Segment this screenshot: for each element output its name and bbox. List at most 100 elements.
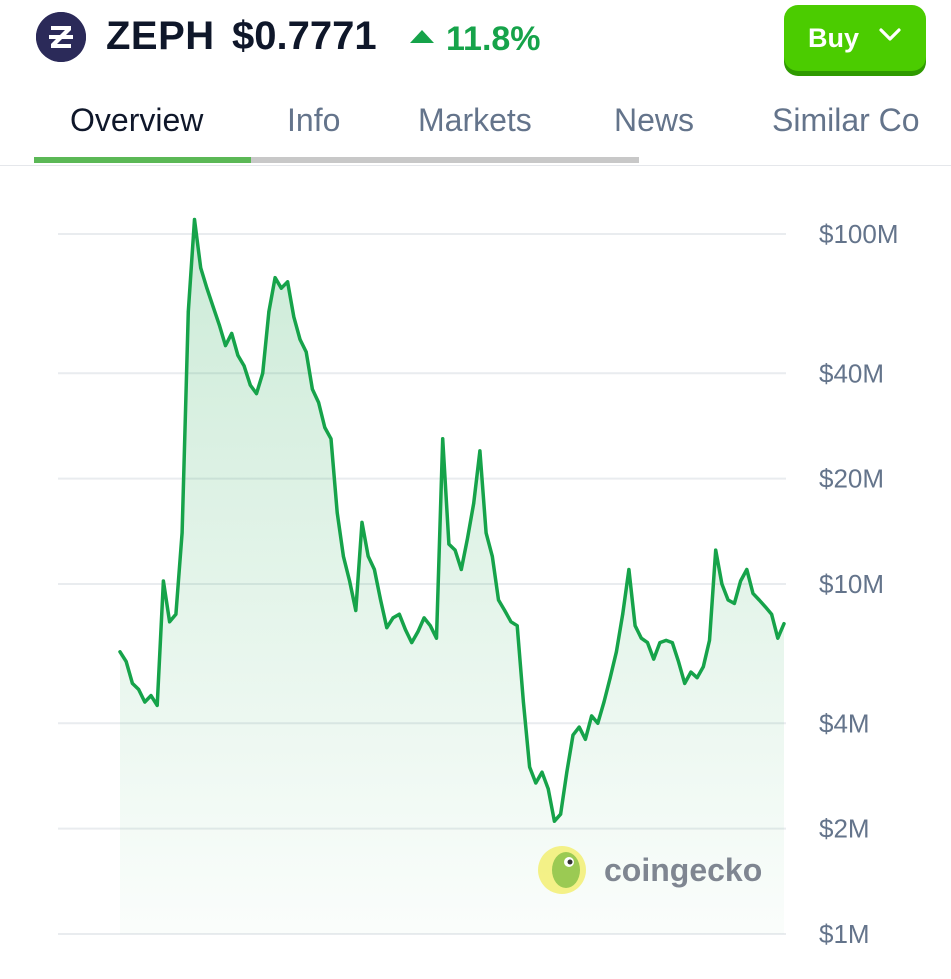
price-point: [354, 609, 358, 612]
price-point: [248, 383, 252, 387]
tab-info[interactable]: Info: [287, 102, 341, 138]
price-point: [397, 612, 401, 616]
price-point: [118, 650, 122, 654]
price-point: [335, 511, 339, 515]
price-point: [168, 620, 172, 624]
price-point: [552, 819, 556, 823]
price-point: [708, 638, 711, 642]
price-point: [292, 315, 296, 319]
price-point: [149, 694, 153, 698]
price-point: [627, 568, 631, 571]
price-point: [193, 218, 196, 221]
price-point: [124, 660, 128, 664]
price-point: [186, 310, 190, 314]
price-point: [410, 641, 414, 645]
tab-overview[interactable]: Overview: [70, 102, 204, 138]
price-point: [391, 616, 395, 620]
price-point: [341, 554, 345, 558]
price-point: [571, 733, 575, 737]
price-point: [366, 554, 370, 558]
buy-button[interactable]: Buy: [784, 5, 926, 71]
price-chart-svg: $100M $40M $20M $10M $4M $2M $1M coingecko: [58, 217, 899, 949]
price-point: [490, 554, 494, 558]
coin-header: ZEPH $0.7771 11.8% Buy: [0, 0, 951, 80]
price-point: [211, 305, 215, 309]
price-point: [497, 598, 500, 602]
price-point: [478, 449, 482, 453]
y-tick-label: $10M: [819, 569, 884, 599]
price-point: [770, 612, 774, 616]
price-point: [590, 714, 594, 718]
arrow-up-icon: [410, 30, 434, 43]
price-point: [521, 700, 525, 704]
price-point: [441, 437, 445, 441]
price-points: [118, 218, 786, 823]
price-point: [720, 582, 724, 586]
price-point: [404, 628, 407, 632]
price-point: [143, 700, 147, 704]
price-point: [658, 641, 662, 645]
price-point: [608, 676, 612, 680]
price-point: [255, 392, 258, 396]
price-point: [559, 812, 563, 816]
price-point: [776, 636, 780, 640]
price-point: [459, 568, 463, 571]
tabs-divider: [0, 165, 951, 166]
price-point: [304, 350, 308, 354]
price-point: [763, 605, 767, 609]
tab-similar-coins[interactable]: Similar Co: [772, 102, 920, 138]
price-point: [484, 531, 488, 535]
price-point: [751, 591, 755, 595]
y-tick-label: $4M: [819, 708, 870, 738]
y-axis-ticks: $100M $40M $20M $10M $4M $2M $1M: [819, 219, 899, 949]
price-point: [646, 641, 649, 645]
tabs-scrollbar-thumb[interactable]: [34, 157, 251, 163]
price-point: [137, 687, 141, 691]
price-point: [583, 737, 587, 741]
tab-news[interactable]: News: [614, 102, 695, 138]
price-point: [757, 598, 761, 602]
price-point: [639, 636, 643, 640]
price-point: [447, 542, 451, 546]
price-point: [155, 703, 159, 707]
price-point: [236, 353, 240, 357]
price-point: [577, 725, 581, 729]
price-point: [174, 612, 178, 616]
price-point: [435, 636, 438, 640]
price-point: [472, 501, 476, 505]
price-point: [205, 286, 209, 290]
price-point: [428, 624, 432, 628]
price-point: [279, 286, 283, 290]
price-point: [596, 721, 600, 725]
price-point: [782, 622, 786, 626]
price-point: [689, 670, 693, 674]
price-point: [298, 337, 302, 341]
price-point: [217, 323, 221, 327]
price-line: [118, 217, 786, 823]
price-point: [739, 579, 743, 583]
price-point: [701, 665, 705, 669]
price-point: [745, 568, 749, 571]
price-point: [683, 681, 687, 685]
price-point: [323, 426, 327, 429]
tabs-scrollbar-track[interactable]: [34, 157, 639, 163]
price-point: [621, 612, 625, 616]
y-tick-label: $1M: [819, 919, 870, 949]
price-point: [224, 344, 227, 348]
price-point: [509, 620, 513, 624]
price-point: [677, 660, 680, 664]
price-point: [534, 781, 538, 785]
price-point: [515, 624, 519, 628]
price-point: [286, 280, 290, 284]
price-point: [652, 657, 656, 661]
y-tick-label: $100M: [819, 219, 899, 249]
price-point: [416, 630, 420, 634]
tab-markets[interactable]: Markets: [418, 102, 532, 138]
price-chart[interactable]: $100M $40M $20M $10M $4M $2M $1M coingecko: [0, 166, 951, 979]
price-point: [422, 616, 426, 620]
price-point: [528, 765, 532, 769]
price-point: [267, 310, 271, 314]
zephyr-logo-icon: [36, 12, 86, 62]
price-point: [230, 331, 234, 335]
price-point: [546, 787, 550, 791]
